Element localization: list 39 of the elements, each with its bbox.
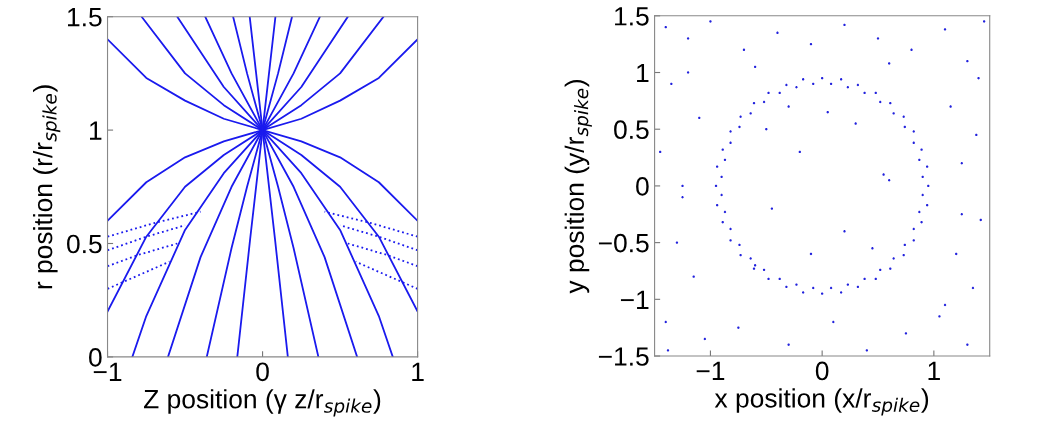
y-tick-label: 1.5: [615, 7, 649, 26]
y-tick-label: −1.5: [598, 347, 649, 366]
y-axis-title: r position (r/r$_{spike}$): [32, 85, 61, 289]
point: [982, 20, 986, 23]
y-tick-label: 0: [636, 177, 649, 196]
x-tick-label: 0: [256, 362, 269, 382]
y-tick-label: −1: [620, 290, 649, 309]
point: [854, 122, 857, 125]
point: [675, 241, 679, 244]
point: [938, 315, 941, 318]
x-tick-label: 1: [928, 361, 940, 381]
x-axis-title: Z position (γ z/r$_{spike}$): [143, 389, 381, 417]
x-axis-title: x position (x/r$_{spike}$): [714, 388, 929, 416]
y-tick-label: 1: [637, 63, 649, 83]
x-tick-label: 0: [815, 361, 829, 381]
point: [737, 326, 740, 329]
point: [977, 76, 980, 80]
point: [843, 23, 846, 27]
x-tick-label: −1: [696, 361, 725, 381]
point: [709, 20, 712, 23]
point: [876, 37, 880, 40]
point: [692, 275, 695, 278]
point: [966, 343, 969, 346]
y-tick-label: −0.5: [598, 233, 649, 253]
y-tick-label: 1.5: [68, 8, 102, 27]
x-tick-label: 1: [412, 362, 424, 381]
point: [949, 105, 952, 108]
point: [681, 184, 684, 188]
point: [686, 71, 690, 74]
point: [887, 62, 891, 65]
y-tick-label: 1: [90, 121, 102, 140]
y-tick-label: 0.5: [67, 234, 102, 254]
point: [787, 105, 790, 108]
point: [770, 207, 774, 210]
point: [787, 343, 790, 346]
y-tick-label: 0.5: [614, 120, 649, 140]
y-axis-title: y position (y/r$_{spike}$): [564, 80, 592, 294]
point: [686, 37, 690, 40]
point: [882, 173, 885, 176]
